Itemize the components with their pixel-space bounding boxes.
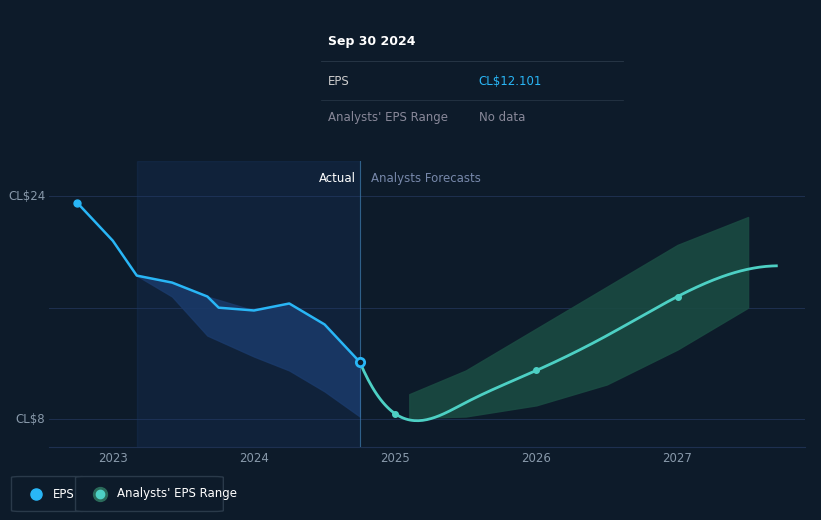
Text: CL$12.101: CL$12.101 <box>479 74 542 87</box>
Text: EPS: EPS <box>53 488 75 500</box>
Text: CL$8: CL$8 <box>16 413 45 426</box>
FancyBboxPatch shape <box>11 476 88 512</box>
Text: CL$24: CL$24 <box>8 190 45 203</box>
Text: Sep 30 2024: Sep 30 2024 <box>328 35 415 48</box>
Bar <box>137 161 360 447</box>
Text: EPS: EPS <box>328 74 349 87</box>
Text: Analysts' EPS Range: Analysts' EPS Range <box>117 488 237 500</box>
Text: Analysts' EPS Range: Analysts' EPS Range <box>328 111 447 124</box>
FancyBboxPatch shape <box>76 476 223 512</box>
Text: No data: No data <box>479 111 525 124</box>
Text: Analysts Forecasts: Analysts Forecasts <box>371 172 481 185</box>
Text: Actual: Actual <box>319 172 355 185</box>
